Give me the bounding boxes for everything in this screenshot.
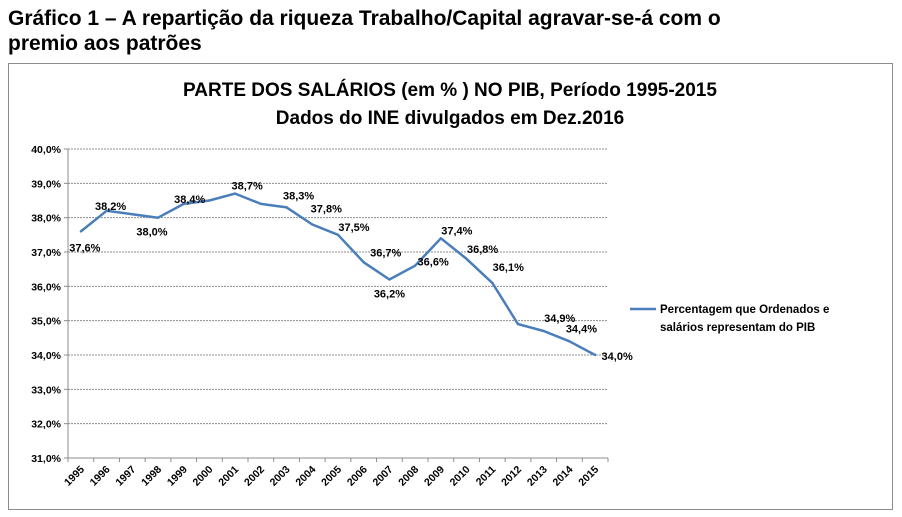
figure-heading-line-2: premio aos patrões bbox=[8, 32, 202, 55]
x-tick-label: 1995 bbox=[62, 464, 87, 489]
data-label: 36,1% bbox=[493, 262, 524, 274]
data-series bbox=[79, 192, 597, 357]
data-label: 38,2% bbox=[95, 201, 126, 213]
x-tick-label: 2014 bbox=[551, 464, 576, 489]
gridlines bbox=[68, 148, 608, 459]
x-tick-label: 2001 bbox=[216, 464, 241, 489]
x-tick-label: 2013 bbox=[525, 464, 550, 489]
x-tick-label: 2006 bbox=[345, 464, 370, 489]
axes bbox=[64, 148, 609, 462]
y-tick-label: 32,0% bbox=[31, 419, 61, 431]
data-labels: 37,6% 38,2% 38,0% 38,4% 38,7% 38,3% 37,8% 37,5%… bbox=[69, 181, 633, 363]
data-point bbox=[413, 264, 417, 267]
data-label: 37,6% bbox=[69, 242, 100, 254]
y-tick-label: 39,0% bbox=[31, 178, 61, 190]
y-tick-label: 31,0% bbox=[31, 453, 61, 465]
data-label: 37,8% bbox=[311, 204, 342, 216]
data-point bbox=[593, 353, 597, 357]
chart-title: PARTE DOS SALÁRIOS (em % ) NO PIB, Perío… bbox=[183, 79, 717, 101]
x-tick-label: 1998 bbox=[139, 464, 164, 489]
data-label: 36,6% bbox=[418, 257, 449, 269]
x-tick-label: 2003 bbox=[268, 464, 293, 489]
data-point bbox=[233, 192, 237, 195]
data-point bbox=[79, 230, 83, 233]
data-point bbox=[465, 257, 468, 261]
data-point bbox=[208, 199, 211, 202]
data-point bbox=[156, 216, 160, 219]
data-point bbox=[388, 278, 391, 281]
chart-subtitle: Dados do INE divulgados em Dez.2016 bbox=[276, 108, 624, 129]
x-tick-label: 2004 bbox=[293, 464, 318, 489]
x-tick-label: 2008 bbox=[396, 464, 421, 489]
data-label: 38,4% bbox=[174, 194, 205, 206]
x-tick-label: 2011 bbox=[474, 464, 499, 489]
x-tick-label: 2002 bbox=[242, 464, 267, 489]
data-point bbox=[131, 213, 134, 216]
x-tick-label: 2005 bbox=[319, 464, 344, 489]
y-tick-label: 38,0% bbox=[31, 213, 61, 225]
data-label: 37,4% bbox=[441, 225, 472, 237]
y-tick-label: 40,0% bbox=[31, 144, 61, 156]
data-point bbox=[516, 322, 520, 326]
data-label: 38,7% bbox=[232, 181, 263, 193]
data-label: 38,3% bbox=[283, 190, 314, 202]
data-point bbox=[285, 206, 288, 209]
data-label: 36,2% bbox=[374, 288, 405, 300]
data-point bbox=[336, 233, 340, 237]
x-tick-label: 1997 bbox=[113, 464, 138, 489]
data-point bbox=[542, 329, 545, 333]
data-point bbox=[362, 261, 365, 264]
y-tick-label: 35,0% bbox=[31, 316, 61, 328]
data-point bbox=[491, 281, 494, 285]
data-point bbox=[182, 202, 185, 206]
data-point bbox=[311, 223, 314, 226]
y-axis-tick-labels: 31,0% 32,0% 33,0% 34,0% 35,0% 36,0% 37,0% 38,0%… bbox=[31, 144, 61, 465]
data-label: 34,0% bbox=[602, 351, 633, 363]
data-point bbox=[568, 340, 571, 343]
x-tick-label: 2015 bbox=[576, 464, 601, 489]
data-label: 36,7% bbox=[370, 247, 401, 259]
legend-label-line: salários representam do PIB bbox=[660, 322, 815, 334]
figure-heading: Gráfico 1 – A repartição da riqueza Trab… bbox=[8, 6, 888, 56]
x-axis-tick-labels: 1995 1996 1997 1998 1999 2000 2001 2002 2003 2004… bbox=[62, 464, 601, 489]
x-tick-label: 1999 bbox=[165, 464, 190, 489]
data-point bbox=[105, 209, 108, 212]
y-tick-label: 33,0% bbox=[31, 384, 61, 396]
data-label: 38,0% bbox=[136, 227, 167, 239]
x-tick-label: 2007 bbox=[371, 464, 396, 489]
x-tick-label: 2010 bbox=[448, 464, 473, 489]
legend-label-line: Percentagem que Ordenados e bbox=[660, 304, 829, 316]
x-tick-label: 2000 bbox=[191, 464, 216, 489]
data-point bbox=[259, 202, 263, 206]
data-point bbox=[439, 237, 443, 240]
data-label: 37,5% bbox=[338, 222, 369, 234]
data-label: 34,4% bbox=[566, 323, 597, 335]
x-tick-label: 1996 bbox=[88, 464, 113, 489]
x-tick-label: 2009 bbox=[422, 464, 447, 489]
data-label: 36,8% bbox=[467, 244, 498, 256]
y-tick-label: 37,0% bbox=[31, 247, 61, 259]
figure-heading-line-1: Gráfico 1 – A repartição da riqueza Trab… bbox=[8, 7, 721, 30]
legend: Percentagem que Ordenados e salários repr… bbox=[630, 304, 829, 334]
x-tick-label: 2012 bbox=[499, 464, 524, 489]
y-tick-label: 36,0% bbox=[31, 281, 61, 293]
y-tick-label: 34,0% bbox=[31, 350, 61, 362]
data-label: 34,9% bbox=[544, 313, 575, 325]
